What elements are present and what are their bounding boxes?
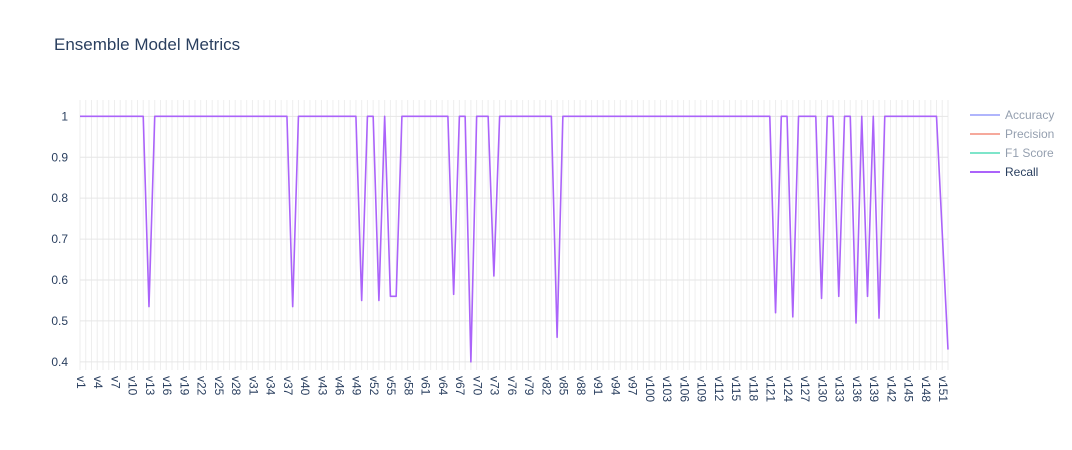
x-tick-label: v67: [453, 376, 467, 396]
x-tick-label: v61: [419, 376, 433, 396]
x-tick-label: v118: [746, 376, 760, 401]
x-tick-label: v70: [470, 376, 484, 396]
x-tick-label: v151: [936, 376, 950, 402]
x-tick-label: v43: [315, 376, 329, 396]
x-tick-label: v10: [126, 376, 140, 396]
x-tick-label: v55: [384, 376, 398, 396]
x-tick-label: v64: [436, 376, 450, 396]
x-tick-label: v88: [574, 376, 588, 396]
x-tick-label: v31: [246, 376, 260, 396]
y-tick-label: 0.8: [51, 191, 68, 205]
legend-label: Accuracy: [1005, 108, 1054, 122]
x-tick-label: v7: [108, 376, 122, 389]
y-tick-label: 1: [61, 109, 68, 123]
x-tick-label: v115: [729, 376, 743, 401]
x-tick-label: v127: [798, 376, 812, 402]
x-tick-label: v94: [608, 376, 622, 396]
x-tick-label: v25: [212, 376, 226, 396]
x-tick-label: v106: [677, 376, 691, 402]
x-tick-label: v46: [333, 376, 347, 396]
x-tick-label: v79: [522, 376, 536, 396]
x-tick-label: v49: [350, 376, 364, 396]
x-tick-label: v82: [539, 376, 553, 396]
legend-item-precision[interactable]: Precision: [970, 127, 1054, 141]
chart-title: Ensemble Model Metrics: [54, 35, 240, 54]
x-tick-label: v145: [902, 376, 916, 402]
x-tick-label: v148: [919, 376, 933, 402]
x-axis-ticks: v1 v4 v7 v10 v13 v16 v19 v22 v25 v28 v31 v34 v37 v40 v…: [74, 376, 950, 402]
legend: Accuracy Precision F1 Score Recall: [970, 108, 1054, 179]
x-tick-label: v16: [160, 376, 174, 396]
x-tick-label: v121: [764, 376, 778, 402]
x-tick-label: v40: [298, 376, 312, 396]
x-tick-label: v112: [712, 376, 726, 401]
x-tick-label: v76: [505, 376, 519, 396]
legend-label: Precision: [1005, 127, 1054, 141]
x-tick-label: v34: [264, 376, 278, 396]
x-tick-label: v52: [367, 376, 381, 396]
x-tick-label: v130: [815, 376, 829, 402]
x-tick-label: v100: [643, 376, 657, 402]
legend-item-recall[interactable]: Recall: [970, 165, 1038, 179]
x-tick-label: v109: [695, 376, 709, 402]
x-tick-label: v1: [74, 376, 88, 389]
x-tick-label: v133: [833, 376, 847, 402]
y-tick-label: 0.6: [51, 273, 68, 287]
x-tick-label: v4: [91, 376, 105, 389]
x-tick-label: v97: [626, 376, 640, 396]
legend-item-f1-score[interactable]: F1 Score: [970, 146, 1054, 160]
x-tick-label: v37: [281, 376, 295, 396]
gridlines: [79, 100, 949, 370]
x-tick-label: v73: [488, 376, 502, 396]
y-tick-label: 0.7: [51, 232, 68, 246]
x-tick-label: v28: [229, 376, 243, 396]
x-tick-label: v19: [177, 376, 191, 396]
y-axis-ticks: 0.4 0.5 0.6 0.7 0.8 0.9 1: [51, 109, 68, 368]
x-tick-label: v85: [557, 376, 571, 396]
x-tick-label: v91: [591, 376, 605, 396]
x-tick-label: v22: [195, 376, 209, 396]
x-tick-label: v136: [850, 376, 864, 402]
x-tick-label: v139: [867, 376, 881, 402]
y-tick-label: 0.4: [51, 355, 68, 369]
series-line-recall: [80, 115, 949, 363]
legend-item-accuracy[interactable]: Accuracy: [970, 108, 1054, 122]
x-tick-label: v103: [660, 376, 674, 402]
series-lines: [80, 115, 949, 363]
legend-label: Recall: [1005, 165, 1038, 179]
x-tick-label: v142: [884, 376, 898, 402]
legend-label: F1 Score: [1005, 146, 1054, 160]
y-tick-label: 0.5: [51, 314, 68, 328]
x-tick-label: v13: [143, 376, 157, 396]
y-tick-label: 0.9: [51, 150, 68, 164]
x-tick-label: v58: [401, 376, 415, 396]
x-tick-label: v124: [781, 376, 795, 402]
